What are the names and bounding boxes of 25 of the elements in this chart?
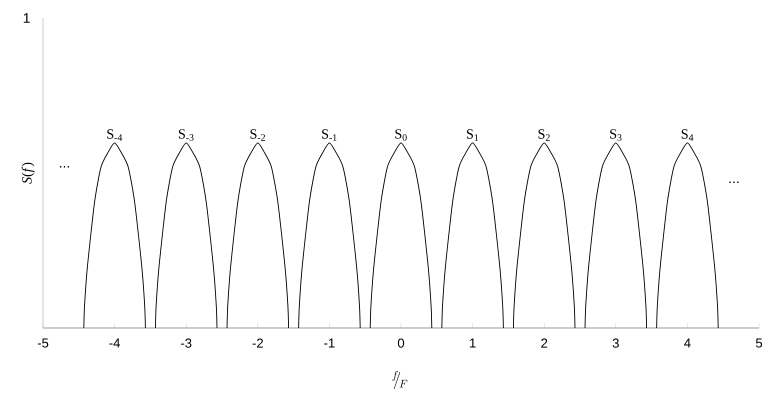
annotation: ... bbox=[60, 166, 70, 168]
x-tick-label: 0 bbox=[398, 338, 404, 348]
x-tick-label: -5 bbox=[38, 338, 48, 348]
annotation: S$_{-2}$ bbox=[250, 129, 265, 141]
annotation: S$_{2}$ bbox=[538, 129, 550, 141]
x-tick-label: 3 bbox=[612, 338, 619, 348]
x-tick-label: 1 bbox=[470, 338, 476, 348]
annotation: S$_{0}$ bbox=[395, 129, 407, 141]
annotation: S$_{-3}$ bbox=[178, 129, 194, 141]
annotation: S$_{3}$ bbox=[610, 129, 622, 141]
x-tick-label: -2 bbox=[252, 338, 263, 348]
x-tick-label: 4 bbox=[684, 338, 691, 348]
x-tick-label: -3 bbox=[181, 338, 192, 348]
annotation: S$_{1}$ bbox=[466, 129, 478, 141]
annotation: ... bbox=[729, 182, 739, 184]
x-tick-label: -1 bbox=[324, 338, 335, 348]
x-tick-label: 5 bbox=[756, 338, 762, 348]
x-axis-title: $^{f}\!\!/_{\!F}$ bbox=[392, 370, 408, 390]
text: 1 bbox=[24, 13, 30, 23]
annotation: S$_{-1}$ bbox=[322, 129, 337, 141]
x-tick-label: 2 bbox=[541, 338, 548, 348]
annotation: S$_{-4}$ bbox=[107, 129, 122, 141]
annotation: S$_{4}$ bbox=[682, 129, 694, 141]
x-tick-label: -4 bbox=[109, 338, 120, 348]
y-axis-title: S(f) bbox=[22, 162, 34, 184]
